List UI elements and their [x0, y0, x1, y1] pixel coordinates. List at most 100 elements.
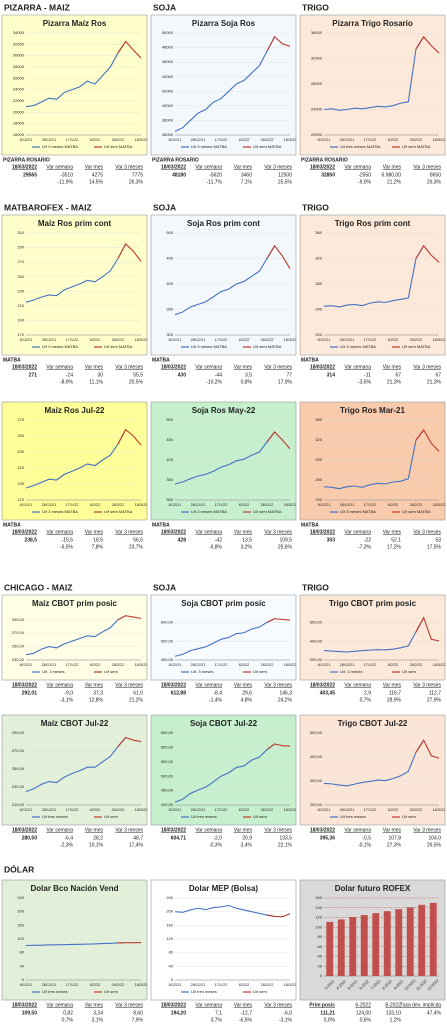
- x-tick-label: 26/2/22: [112, 503, 125, 507]
- y-tick-label: 310: [17, 230, 24, 235]
- y-tick-label: 24000: [13, 87, 25, 92]
- y-tick-label: 40000: [162, 103, 174, 108]
- table-cell: 21,2%: [129, 697, 144, 703]
- chart-title: Dolar futuro ROFEX: [335, 884, 411, 893]
- x-tick-label: 17/1/22: [215, 503, 228, 507]
- x-tick-label: 8/12/21: [20, 338, 33, 342]
- x-tick-label: 28/12/21: [42, 663, 57, 667]
- y-tick-label: 34000: [13, 30, 25, 35]
- table-cell: 107,8: [388, 835, 401, 841]
- table-cell: 37,3: [93, 690, 103, 696]
- table-cell: 77: [286, 372, 292, 378]
- table-cell: 124,00: [356, 1010, 372, 1016]
- table-cell: -9,0: [64, 690, 73, 696]
- line-series: [266, 618, 291, 623]
- y-tick-label: 100: [315, 924, 322, 929]
- y-tick-label: 120: [315, 915, 322, 920]
- x-tick-label: 6/2/22: [90, 983, 101, 987]
- table-header: Var 3 meses: [264, 1002, 292, 1008]
- table-cell: 29565: [23, 172, 37, 178]
- x-tick-label: 8/12/21: [318, 808, 331, 812]
- legend-label: U/t tres meses: [42, 989, 68, 994]
- bar: [326, 921, 334, 976]
- table-cell: 48180: [172, 172, 186, 178]
- table-cell: 17,4%: [129, 842, 144, 848]
- line-series: [117, 243, 142, 262]
- x-tick-label: 7-2022: [370, 979, 381, 990]
- table-cell: 7775: [132, 172, 143, 178]
- bar: [337, 919, 345, 976]
- x-tick-label: 18/3/22: [433, 338, 446, 342]
- table-header: 18/03/2022: [12, 827, 37, 833]
- table-cell: -6,5%: [60, 544, 74, 550]
- x-tick-label: 6/2/22: [90, 138, 101, 142]
- legend-label: U/t 3 meses MATBA: [191, 509, 227, 514]
- table-header: Var 3 meses: [413, 827, 441, 833]
- table-cell: 27,3%: [387, 842, 402, 848]
- x-tick-label: 26/2/22: [261, 663, 274, 667]
- y-tick-label: 160: [166, 922, 173, 927]
- table-header: Var mes: [85, 1002, 104, 1008]
- y-tick-label: 300: [166, 497, 173, 502]
- x-tick-label: 28/12/21: [191, 138, 206, 142]
- table-cell: -3,5%: [358, 379, 372, 385]
- legend-label: U/t sem: [253, 989, 267, 994]
- section-heading: MATBAROFEX - MAIZ: [4, 202, 92, 212]
- line-series: [415, 35, 440, 54]
- table-cell: 48,7: [133, 835, 143, 841]
- table-cell: 314: [327, 372, 336, 378]
- table-cell: 4275: [92, 172, 103, 178]
- x-tick-label: 18/3/22: [284, 983, 297, 987]
- y-tick-label: 400,00: [310, 638, 323, 643]
- table-header: Var semana: [195, 1002, 222, 1008]
- table-cell: 0,8%: [241, 379, 253, 385]
- legend-label: U/t tres meses: [340, 814, 366, 819]
- line-series: [266, 431, 291, 450]
- x-tick-label: 28/12/21: [42, 503, 57, 507]
- panel: [1, 14, 148, 156]
- x-tick-label: 17/1/22: [215, 663, 228, 667]
- table-cell: -6,5%: [239, 1017, 253, 1023]
- table-cell: 67: [435, 372, 441, 378]
- table-cell: -11,9%: [58, 179, 74, 185]
- table-header: Var 3 meses: [115, 682, 143, 688]
- y-tick-label: 320: [315, 437, 322, 442]
- y-tick-label: 200,00: [310, 802, 323, 807]
- panel: [1, 714, 148, 826]
- x-tick-label: 17/1/22: [364, 663, 377, 667]
- x-tick-label: 28/12/21: [42, 983, 57, 987]
- x-tick-label: 17/1/22: [364, 338, 377, 342]
- y-tick-label: 320: [315, 256, 322, 261]
- legend-label: U/t 3 meses MATBA: [191, 144, 227, 149]
- y-tick-label: 50000: [162, 30, 174, 35]
- x-tick-label: 18/3/22: [284, 808, 297, 812]
- table-header: 18/03/2022: [310, 164, 335, 170]
- y-tick-label: 200,00: [310, 657, 323, 662]
- line-series: [323, 36, 425, 111]
- x-tick-label: 6/2/22: [388, 663, 399, 667]
- y-tick-label: 20: [318, 963, 323, 968]
- y-tick-label: 240: [166, 895, 173, 900]
- x-tick-label: 28/12/21: [42, 808, 57, 812]
- table-header: Var semana: [195, 682, 222, 688]
- y-tick-label: 600,00: [310, 619, 323, 624]
- table-header: Var semana: [344, 164, 371, 170]
- y-tick-label: 450,00: [161, 788, 174, 793]
- y-tick-label: 0: [22, 977, 25, 982]
- line-series: [323, 245, 425, 308]
- legend-label: U/t sem: [253, 814, 267, 819]
- table-cell: -3510: [60, 172, 73, 178]
- y-tick-label: 170: [17, 332, 24, 337]
- x-tick-label: 8/12/21: [20, 808, 33, 812]
- table-label: PIZARRA ROSARIO: [152, 157, 199, 163]
- legend-label: U/t sem MATBA: [253, 509, 282, 514]
- table-header: Var semana: [46, 529, 73, 535]
- table-label: PIZARRA ROSARIO: [3, 157, 50, 163]
- y-tick-label: 24000: [311, 107, 323, 112]
- legend-label: U/t 3 meses MATBA: [42, 344, 78, 349]
- chart-title: Soja CBOT prim posic: [181, 599, 266, 608]
- legend-label: U/t sem: [253, 669, 267, 674]
- x-tick-label: 5-2022: [347, 979, 358, 990]
- table-cell: 3,2%: [241, 544, 253, 550]
